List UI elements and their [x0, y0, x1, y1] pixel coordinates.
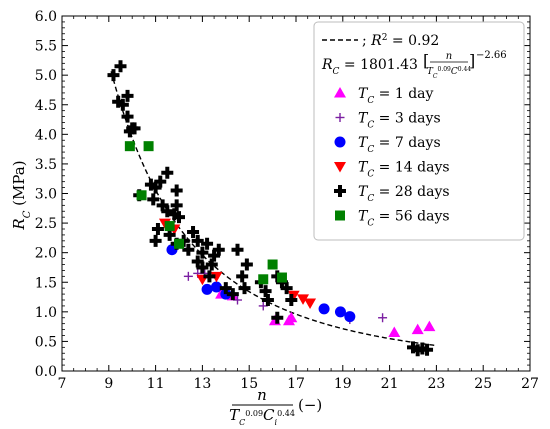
legend: ; R2 = 0.92 RC = 1801.43 [ n TC0.09C0.44…	[314, 22, 524, 240]
y-tick-label: 0.5	[35, 334, 57, 350]
svg-text:]: ]	[469, 51, 475, 70]
legend-marker-3	[335, 137, 346, 148]
x-tick-label: 11	[147, 376, 165, 392]
data-point-3	[344, 311, 355, 322]
legend-marker-6	[335, 211, 345, 221]
data-point-6	[144, 141, 154, 151]
x-tick-label: 23	[427, 376, 445, 392]
x-tick-label: 15	[240, 376, 258, 392]
svg-text:−2.66: −2.66	[476, 50, 507, 61]
x-tick-label: 17	[287, 376, 305, 392]
y-tick-label: 6.0	[35, 9, 57, 25]
y-tick-label: 5.0	[35, 68, 57, 84]
data-point-6	[277, 273, 287, 283]
legend-fit-label: ; R2 = 0.92	[362, 33, 439, 49]
x-tick-label: 9	[104, 376, 113, 392]
x-tick-label: 13	[193, 376, 211, 392]
data-point-3	[335, 306, 346, 317]
svg-text:n: n	[446, 51, 452, 62]
y-tick-label: 3.0	[35, 187, 57, 203]
data-point-6	[268, 260, 278, 270]
x-tick-label: 19	[334, 376, 352, 392]
data-point-6	[125, 141, 135, 151]
x-tick-label: 7	[58, 376, 67, 392]
data-point-6	[174, 239, 184, 249]
data-point-6	[137, 190, 147, 200]
x-tick-label: 21	[381, 376, 399, 392]
y-tick-label: 3.5	[35, 157, 57, 173]
data-point-3	[202, 284, 213, 295]
y-tick-label: 1.0	[35, 305, 57, 321]
y-tick-label: 4.5	[35, 98, 57, 114]
x-tick-label: 27	[521, 376, 539, 392]
y-tick-label: 5.5	[35, 39, 57, 55]
y-tick-label: 2.5	[35, 216, 57, 232]
y-tick-label: 2.0	[35, 246, 57, 262]
svg-text:(−): (−)	[298, 396, 322, 414]
y-tick-label: 4.0	[35, 127, 57, 143]
y-tick-label: 0.0	[35, 364, 57, 380]
data-point-6	[258, 274, 268, 284]
svg-text:n: n	[257, 386, 267, 404]
x-tick-label: 25	[474, 376, 492, 392]
y-tick-label: 1.5	[35, 275, 57, 291]
data-point-3	[319, 303, 330, 314]
data-point-6	[165, 221, 175, 231]
